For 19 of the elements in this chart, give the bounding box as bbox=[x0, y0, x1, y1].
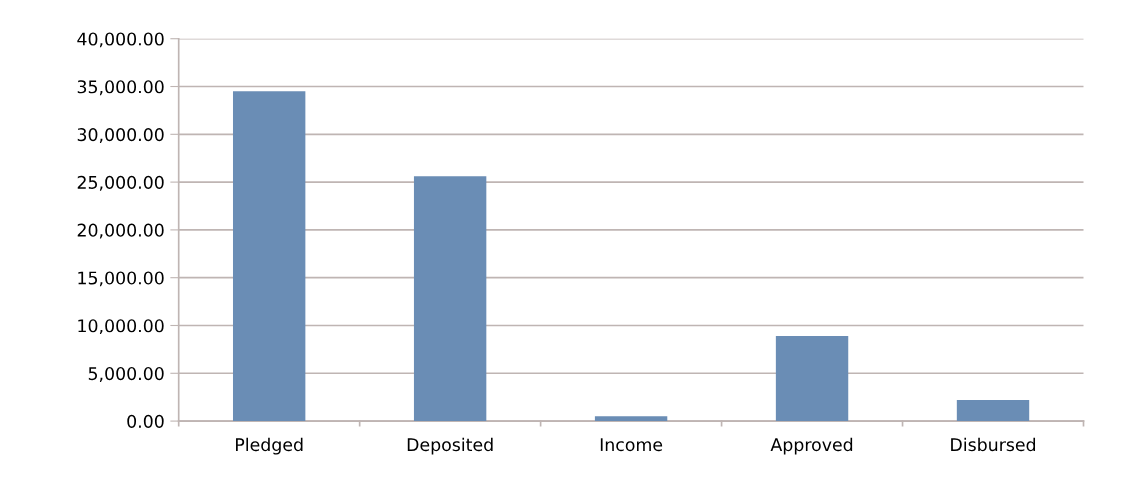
bar bbox=[956, 400, 1030, 422]
x-tick-label: Disbursed bbox=[951, 437, 1036, 452]
y-tick-label: 10,000.00 bbox=[78, 319, 164, 335]
bar bbox=[775, 336, 849, 422]
bar bbox=[594, 416, 668, 422]
y-tick-label: 15,000.00 bbox=[78, 271, 164, 287]
y-tick-label: 30,000.00 bbox=[77, 128, 164, 143]
x-tick-label: Deposited bbox=[407, 437, 493, 455]
x-tick-label: Pledged bbox=[236, 437, 303, 455]
y-tick-label: 0.00 bbox=[127, 414, 164, 428]
y-tick-label: 40,000.00 bbox=[77, 32, 164, 48]
y-tick-label: 35,000.00 bbox=[77, 80, 164, 96]
x-tick-label: Approved bbox=[770, 437, 853, 455]
y-tick-label: 20,000.00 bbox=[77, 223, 164, 239]
bar bbox=[413, 176, 487, 422]
x-tick-label: Income bbox=[600, 438, 663, 452]
bar bbox=[232, 91, 306, 422]
y-tick-label: 25,000.00 bbox=[77, 175, 164, 191]
y-tick-label: 5,000.00 bbox=[88, 367, 164, 382]
